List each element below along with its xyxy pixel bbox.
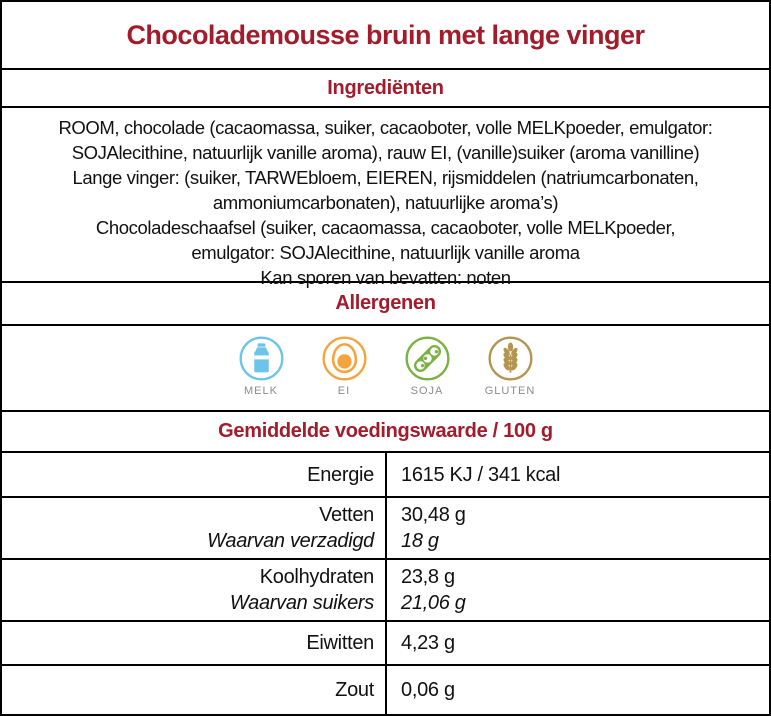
nutrient-value-cell: 23,8 g 21,06 g — [387, 560, 769, 620]
allergen-label-ei: EI — [337, 385, 351, 397]
allergen-ei: EI — [311, 335, 377, 397]
allergen-label-melk: MELK — [244, 385, 278, 397]
egg-icon — [321, 335, 368, 382]
nutrient-name: Vetten — [319, 504, 374, 526]
nutrition-heading-label: Gemiddelde voedingswaarde / 100 g — [218, 420, 553, 442]
page-title: Chocolademousse bruin met lange vinger — [126, 19, 645, 50]
nutrient-subvalue: 18 g — [401, 530, 439, 552]
allergens-heading: Allergenen — [2, 283, 769, 326]
nutrient-value: 30,48 g — [401, 504, 466, 526]
wheat-icon — [487, 335, 534, 382]
table-row-energie: Energie 1615 KJ / 341 kcal — [2, 453, 769, 498]
nutrient-value-cell: 1615 KJ / 341 kcal — [387, 453, 769, 496]
ingredients-line: ammoniumcarbonaten), natuurlijke aroma’s… — [212, 192, 559, 213]
ingredients-line: Lange vinger: (suiker, TARWEbloem, EIERE… — [72, 167, 699, 188]
nutrient-name: Eiwitten — [306, 632, 374, 654]
allergen-icons-row: MELK EI — [2, 326, 769, 412]
allergens-heading-label: Allergenen — [335, 292, 436, 314]
nutrient-name-cell: Eiwitten — [2, 622, 387, 664]
nutrient-subname: Waarvan verzadigd — [207, 530, 374, 552]
allergen-label-soja: SOJA — [410, 385, 444, 397]
ingredients-line: Chocoladeschaafsel (suiker, cacaomassa, … — [95, 217, 676, 238]
nutrient-name: Zout — [335, 679, 374, 701]
nutrient-name: Energie — [307, 463, 374, 486]
nutrition-heading: Gemiddelde voedingswaarde / 100 g — [2, 412, 769, 453]
nutrient-value: 1615 KJ / 341 kcal — [401, 463, 561, 486]
nutrient-value-cell: 0,06 g — [387, 666, 769, 714]
ingredients-line: SOJAlecithine, natuurlijk vanille aroma)… — [71, 142, 700, 163]
nutrient-value: 0,06 g — [401, 679, 455, 701]
nutrient-subname: Waarvan suikers — [229, 592, 374, 614]
table-row-eiwitten: Eiwitten 4,23 g — [2, 622, 769, 666]
ingredients-line: Kan sporen van bevatten: noten — [260, 267, 511, 288]
nutrient-value-cell: 30,48 g 18 g — [387, 498, 769, 558]
ingredients-heading-label: Ingrediënten — [327, 76, 444, 99]
table-row-koolhydraten: Koolhydraten Waarvan suikers 23,8 g 21,0… — [2, 560, 769, 622]
nutrient-subvalue: 21,06 g — [401, 592, 466, 614]
ingredients-line: ROOM, chocolade (cacaomassa, suiker, cac… — [58, 117, 713, 138]
ingredients-line: emulgator: SOJAlecithine, natuurlijk van… — [191, 242, 580, 263]
nutrient-name-cell: Energie — [2, 453, 387, 496]
nutrient-name: Koolhydraten — [259, 566, 375, 588]
allergen-melk: MELK — [228, 335, 294, 397]
table-row-zout: Zout 0,06 g — [2, 666, 769, 714]
allergen-label-gluten: GLUTEN — [484, 385, 536, 397]
nutrient-name-cell: Vetten Waarvan verzadigd — [2, 498, 387, 558]
nutrient-value: 4,23 g — [401, 632, 455, 654]
nutrient-value-cell: 4,23 g — [387, 622, 769, 664]
nutrient-value: 23,8 g — [401, 566, 455, 588]
nutrient-name-cell: Zout — [2, 666, 387, 714]
nutrient-name-cell: Koolhydraten Waarvan suikers — [2, 560, 387, 620]
milk-icon — [238, 335, 285, 382]
soy-icon — [404, 335, 451, 382]
allergen-gluten: GLUTEN — [477, 335, 543, 397]
ingredients-heading: Ingrediënten — [2, 70, 769, 108]
table-row-vetten: Vetten Waarvan verzadigd 30,48 g 18 g — [2, 498, 769, 560]
ingredients-text: ROOM, chocolade (cacaomassa, suiker, cac… — [2, 108, 769, 288]
allergen-soja: SOJA — [394, 335, 460, 397]
title-section: Chocolademousse bruin met lange vinger — [2, 2, 769, 70]
